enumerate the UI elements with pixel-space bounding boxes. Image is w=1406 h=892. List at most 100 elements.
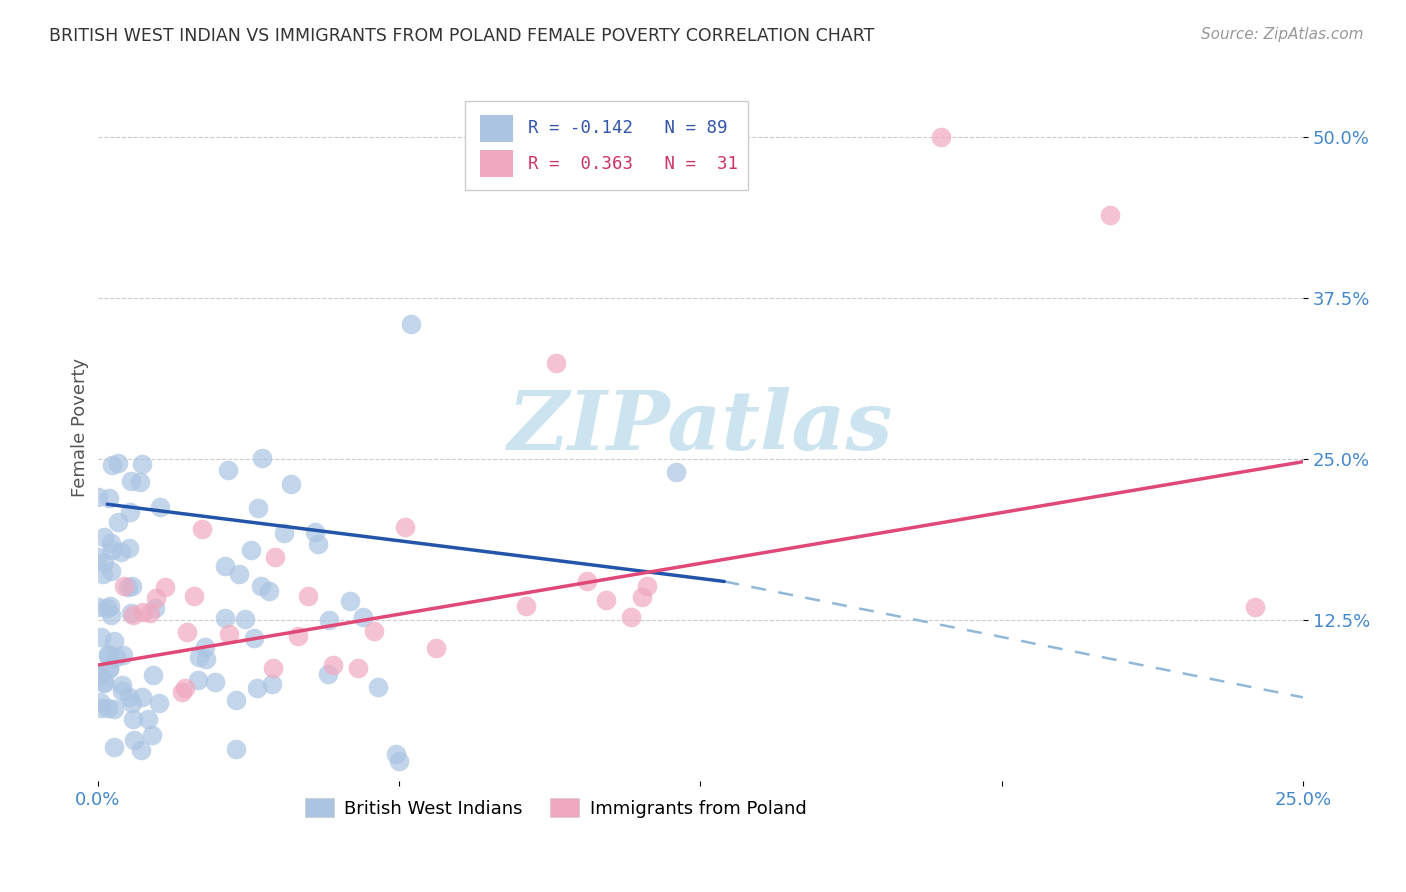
Point	[183, 589, 205, 603]
Point	[103, 634, 125, 648]
FancyBboxPatch shape	[479, 115, 513, 142]
Point	[118, 505, 141, 519]
Point	[233, 612, 256, 626]
Point	[394, 520, 416, 534]
Point	[139, 606, 162, 620]
Point	[87, 490, 110, 504]
Point	[190, 522, 212, 536]
Point	[187, 673, 209, 687]
Point	[112, 579, 135, 593]
Point	[262, 661, 284, 675]
Text: R =  0.363   N =  31: R = 0.363 N = 31	[527, 154, 738, 173]
Point	[111, 648, 134, 663]
Point	[101, 543, 124, 558]
Point	[97, 701, 120, 715]
Point	[287, 629, 309, 643]
Point	[318, 613, 340, 627]
Point	[297, 590, 319, 604]
Point	[117, 580, 139, 594]
Point	[252, 450, 274, 465]
Point	[103, 702, 125, 716]
Point	[93, 674, 115, 689]
Point	[242, 631, 264, 645]
Point	[515, 599, 537, 614]
Point	[399, 317, 422, 331]
Text: Source: ZipAtlas.com: Source: ZipAtlas.com	[1201, 27, 1364, 42]
FancyBboxPatch shape	[465, 102, 748, 190]
Point	[195, 652, 218, 666]
Point	[110, 545, 132, 559]
Point	[217, 463, 239, 477]
Point	[98, 599, 121, 614]
Point	[120, 606, 142, 620]
Point	[141, 728, 163, 742]
Point	[97, 662, 120, 676]
Point	[250, 579, 273, 593]
Point	[322, 658, 344, 673]
Point	[142, 668, 165, 682]
Point	[257, 583, 280, 598]
Point	[129, 743, 152, 757]
Point	[630, 590, 652, 604]
Y-axis label: Female Poverty: Female Poverty	[72, 358, 89, 497]
Point	[388, 754, 411, 768]
Text: BRITISH WEST INDIAN VS IMMIGRANTS FROM POLAND FEMALE POVERTY CORRELATION CHART: BRITISH WEST INDIAN VS IMMIGRANTS FROM P…	[49, 27, 875, 45]
Point	[367, 681, 389, 695]
Point	[96, 601, 118, 615]
Point	[122, 733, 145, 747]
Point	[246, 681, 269, 695]
Point	[104, 650, 127, 665]
Point	[100, 536, 122, 550]
Point	[131, 690, 153, 704]
Point	[225, 693, 247, 707]
Point	[87, 669, 110, 683]
Point	[120, 474, 142, 488]
Point	[176, 625, 198, 640]
Point	[87, 669, 110, 683]
Point	[87, 550, 110, 565]
Point	[89, 700, 111, 714]
Point	[544, 356, 567, 370]
Point	[352, 610, 374, 624]
Point	[307, 536, 329, 550]
Point	[149, 500, 172, 514]
Point	[172, 685, 194, 699]
Point	[1243, 600, 1265, 615]
Point	[620, 609, 643, 624]
Point	[214, 611, 236, 625]
Point	[425, 641, 447, 656]
Point	[93, 531, 115, 545]
Point	[121, 608, 143, 623]
Point	[145, 591, 167, 606]
Point	[89, 695, 111, 709]
Point	[262, 677, 284, 691]
Point	[153, 580, 176, 594]
Point	[363, 624, 385, 639]
Point	[98, 491, 121, 505]
Point	[93, 555, 115, 569]
Point	[107, 456, 129, 470]
Point	[339, 594, 361, 608]
Point	[100, 564, 122, 578]
Point	[121, 696, 143, 710]
Point	[148, 696, 170, 710]
FancyBboxPatch shape	[479, 150, 513, 177]
Point	[304, 524, 326, 539]
Point	[117, 690, 139, 705]
Point	[264, 549, 287, 564]
Point	[129, 475, 152, 489]
Point	[188, 650, 211, 665]
Point	[665, 465, 688, 479]
Point	[1098, 208, 1121, 222]
Point	[929, 130, 952, 145]
Point	[107, 515, 129, 529]
Point	[101, 458, 124, 472]
Point	[136, 712, 159, 726]
Point	[280, 476, 302, 491]
Point	[218, 627, 240, 641]
Point	[87, 600, 110, 615]
Point	[240, 543, 263, 558]
Point	[97, 648, 120, 663]
Point	[225, 742, 247, 756]
Point	[121, 579, 143, 593]
